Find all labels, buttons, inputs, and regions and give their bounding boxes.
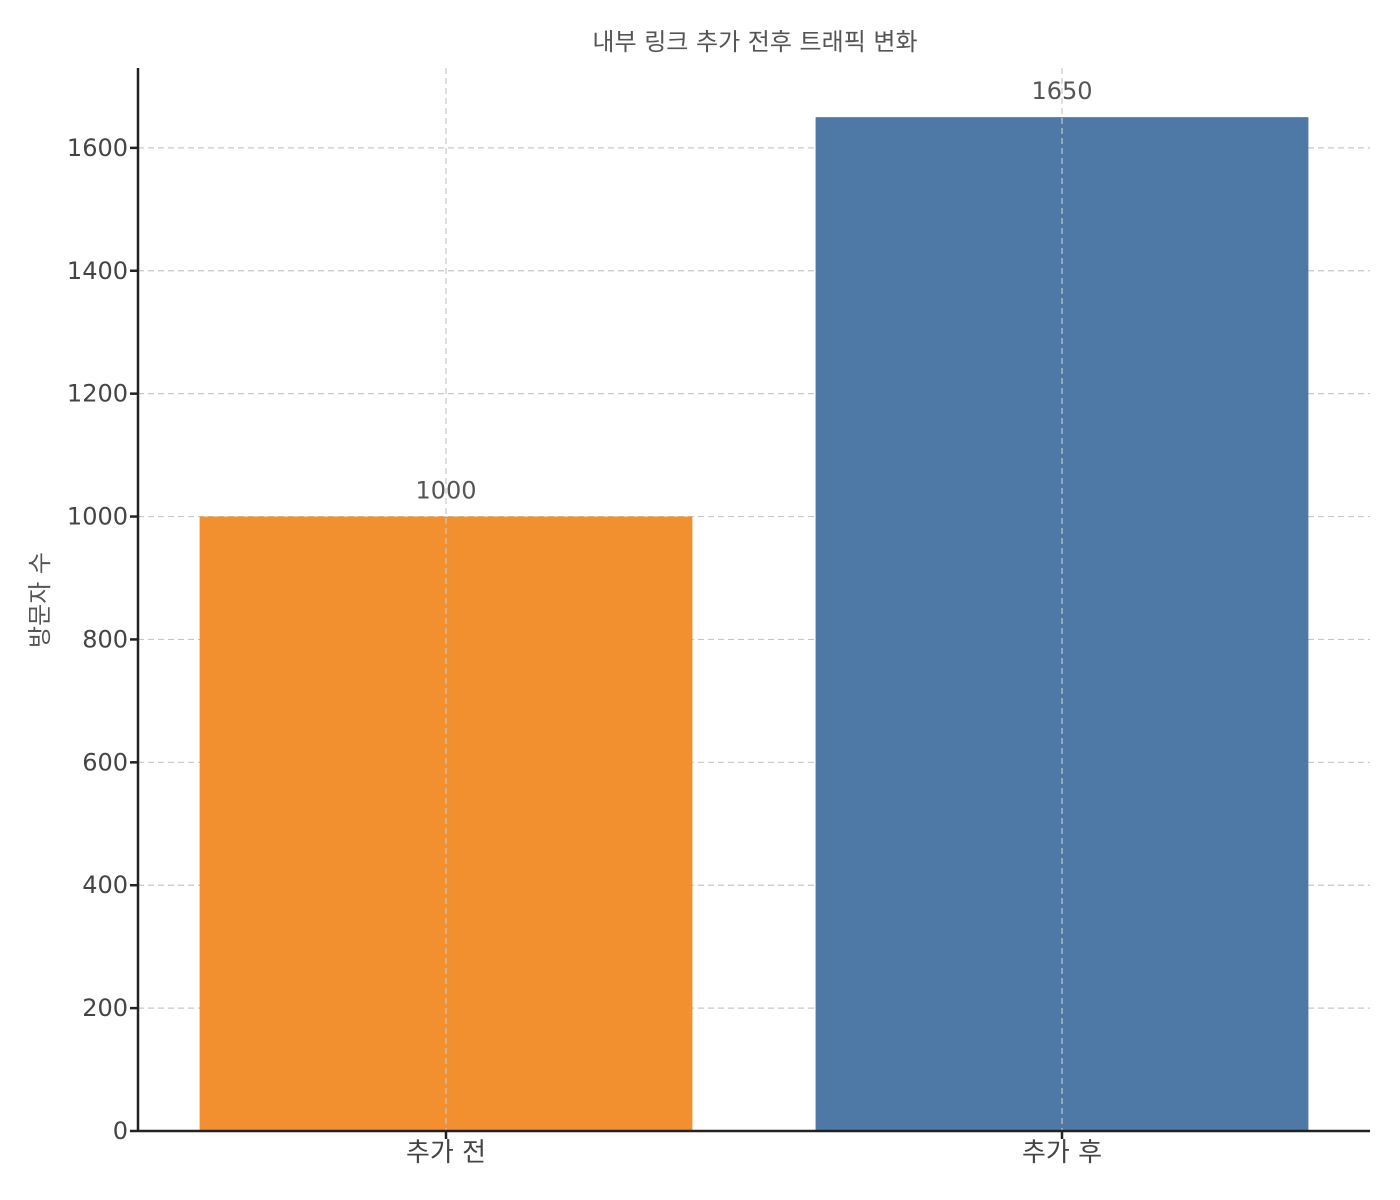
data-label: 1650 xyxy=(1031,77,1092,105)
data-labels: 1000 1650 xyxy=(415,77,1092,504)
axes: 0 200 400 600 800 1000 1200 1400 1600 추가 전 추가 후 xyxy=(67,68,1370,1168)
bars xyxy=(199,117,1309,1131)
x-tick-label: 추가 전 xyxy=(406,1138,486,1168)
y-axis-label: 방문자 수 xyxy=(26,552,54,648)
y-tick-label: 1200 xyxy=(67,380,128,408)
y-tick-label: 200 xyxy=(82,994,128,1022)
y-tick-label: 600 xyxy=(82,748,128,776)
y-tick-label: 800 xyxy=(82,625,128,653)
x-tick-label: 추가 후 xyxy=(1022,1138,1102,1168)
y-tick-label: 1000 xyxy=(67,503,128,531)
y-tick-label: 1400 xyxy=(67,257,128,285)
y-tick-label: 0 xyxy=(113,1117,128,1145)
y-tick-label: 1600 xyxy=(67,134,128,162)
y-tick-label: 400 xyxy=(82,871,128,899)
data-label: 1000 xyxy=(415,477,476,505)
chart-title: 내부 링크 추가 전후 트래픽 변화 xyxy=(592,28,917,56)
